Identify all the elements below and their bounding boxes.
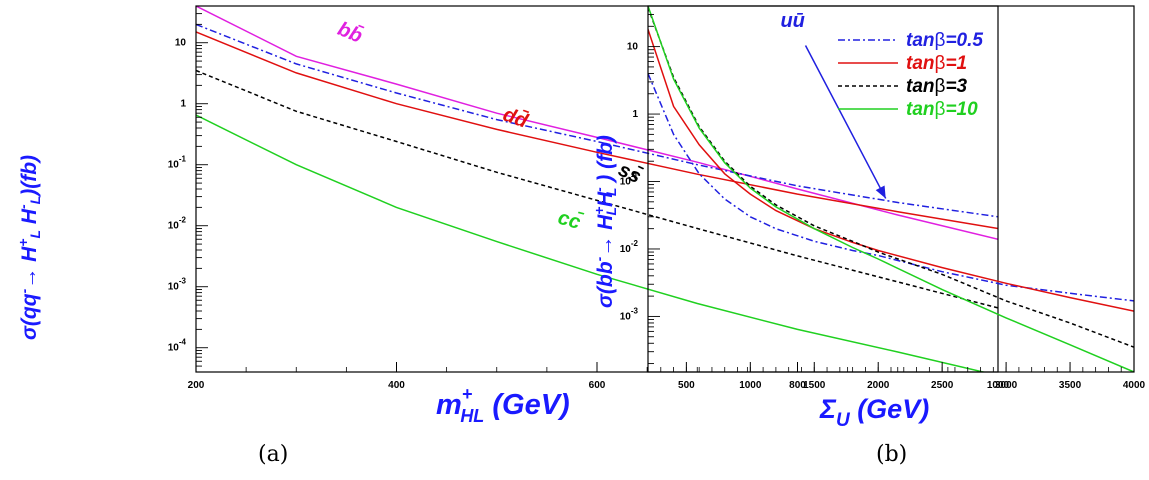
series-line-4 — [196, 114, 987, 372]
panel-a-caption: (a) — [258, 442, 288, 467]
x-tick-label: 500 — [678, 380, 695, 391]
y-tick-label: 10-3 — [620, 306, 639, 322]
y-tick-label: 10-1 — [168, 155, 187, 171]
x-tick-label: 1000 — [739, 380, 762, 391]
x-tick-label: 400 — [388, 380, 405, 391]
y-tick-label: 10 — [175, 38, 187, 49]
series-line-2 — [196, 31, 998, 230]
series-line-1 — [196, 23, 998, 218]
y-tick-label: 10-2 — [620, 239, 639, 255]
x-tick-label: 800 — [789, 380, 806, 391]
legend-label: tanβ=0.5 — [906, 30, 983, 51]
y-tick-label: 10-1 — [620, 172, 639, 188]
annotation-arrow-line — [804, 45, 887, 199]
panel-b-x-label: ΣU (GeV) — [819, 394, 929, 431]
legend-label: tanβ=1 — [906, 53, 967, 74]
y-tick-label: 10-4 — [168, 338, 187, 354]
x-tick-label: 200 — [188, 380, 205, 391]
x-tick-label: 600 — [589, 380, 606, 391]
x-tick-label: 2500 — [931, 380, 954, 391]
series-line-1 — [648, 29, 1134, 312]
x-tick-label: 3500 — [1059, 380, 1082, 391]
y-tick-label: 10 — [627, 42, 639, 53]
y-tick-label: 1 — [180, 99, 186, 110]
y-tick-label: 10-3 — [168, 277, 187, 293]
panel-b: 500 1000 1500 2000 2500 3000 3500 4000 10 1 10-1 10… — [591, 5, 1146, 467]
series-line-0 — [648, 73, 1134, 302]
y-tick-label: 1 — [632, 109, 638, 120]
series-annotation: cc̄ — [556, 206, 585, 234]
legend-label: tanβ=3 — [906, 76, 968, 97]
x-tick-label: 1000 — [987, 380, 1010, 391]
series-annotation: uū — [780, 10, 804, 32]
panel-a-x-label: m+ HL (GeV) — [436, 384, 570, 426]
series-annotation: dd̄ — [500, 103, 531, 133]
x-tick-label: 2000 — [867, 380, 890, 391]
panel-b-caption: (b) — [876, 442, 907, 467]
annotation-arrow-head — [875, 185, 886, 199]
panel-b-frame — [647, 5, 1135, 373]
series-annotation: bb̄ — [334, 18, 365, 48]
panel-a-y-label: σ(qq-→ H+L H-L)(fb) — [15, 155, 43, 340]
series-line-3 — [648, 6, 1134, 372]
x-tick-label: 1500 — [803, 380, 826, 391]
series-line-3 — [196, 69, 998, 309]
y-tick-label: 10-2 — [168, 216, 187, 232]
x-tick-label: 4000 — [1123, 380, 1146, 391]
legend-label: tanβ=10 — [906, 99, 978, 120]
x-tick-label: 3000 — [995, 380, 1018, 391]
panel-b-y-label: σ(bb-→ H+LH-L ) (fb) — [591, 135, 619, 308]
